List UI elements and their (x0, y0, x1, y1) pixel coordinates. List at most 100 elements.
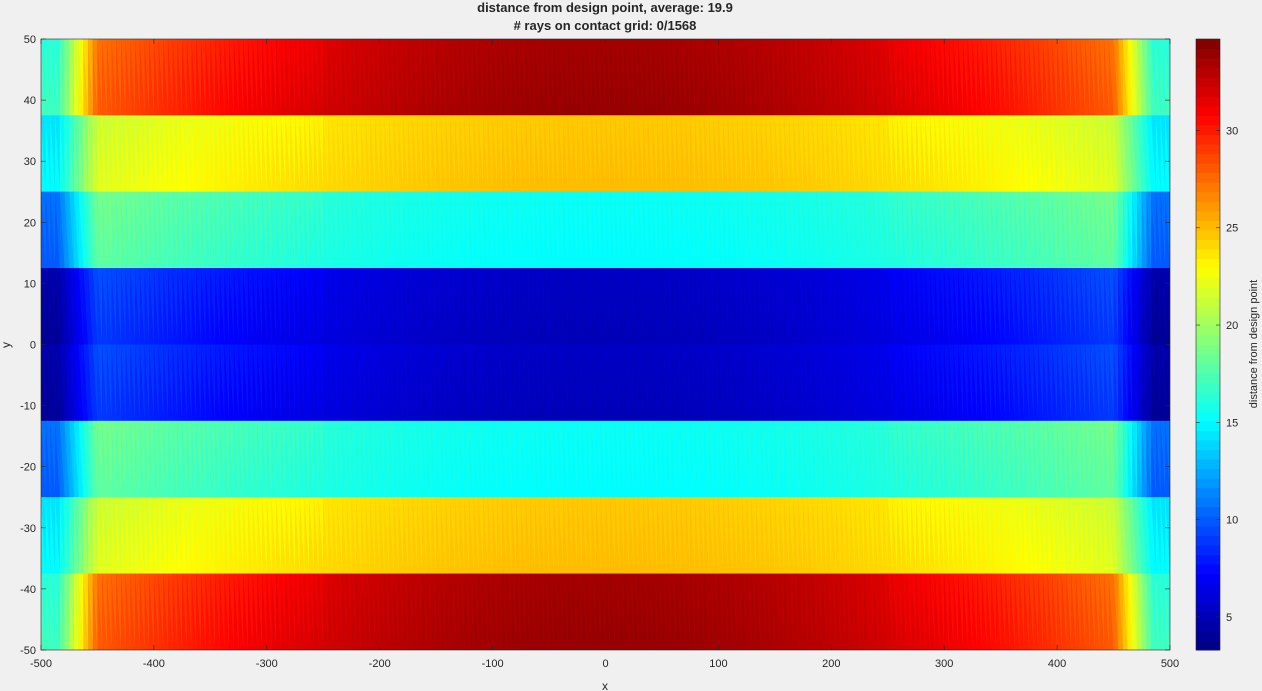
mesh-triangle (374, 115, 380, 192)
mesh-triangle (558, 191, 564, 269)
mesh-triangle (1000, 573, 1006, 650)
mesh-triangle (624, 420, 630, 498)
mesh-triangle (868, 420, 874, 498)
mesh-triangle (553, 497, 559, 574)
mesh-triangle (257, 497, 263, 574)
mesh-triangle (304, 420, 310, 498)
mesh-triangle (55, 420, 60, 498)
mesh-triangle (539, 344, 545, 421)
mesh-triangle (238, 573, 244, 650)
mesh-triangle (1165, 191, 1170, 269)
mesh-triangle (798, 39, 804, 116)
colorbar-swatch (1196, 201, 1220, 212)
mesh-triangle (873, 344, 879, 421)
mesh-triangle (967, 115, 973, 192)
mesh-triangle (403, 497, 408, 574)
mesh-triangle (1047, 497, 1053, 574)
mesh-triangle (1122, 497, 1128, 574)
mesh-triangle (487, 344, 493, 421)
mesh-triangle (83, 420, 89, 498)
mesh-triangle (327, 344, 333, 421)
mesh-triangle (516, 39, 521, 116)
mesh-triangle (1000, 268, 1006, 345)
mesh-triangle (130, 573, 136, 650)
mesh-triangle (883, 115, 888, 192)
mesh-triangle (1052, 497, 1058, 574)
mesh-triangle (850, 268, 855, 345)
mesh-triangle (713, 191, 719, 269)
mesh-triangle (920, 115, 926, 192)
mesh-triangle (492, 420, 498, 498)
colorbar-swatch (1196, 420, 1220, 431)
mesh-triangle (760, 191, 766, 269)
mesh-triangle (483, 497, 488, 574)
mesh-triangle (779, 420, 785, 498)
mesh-triangle (859, 420, 865, 498)
mesh-triangle (309, 573, 314, 650)
mesh-triangle (1028, 191, 1034, 269)
mesh-triangle (285, 115, 291, 192)
mesh-triangle (318, 39, 324, 116)
mesh-triangle (153, 497, 159, 574)
mesh-triangle (699, 39, 705, 116)
mesh-triangle (1071, 497, 1076, 574)
mesh-triangle (1052, 344, 1058, 421)
mesh-triangle (657, 268, 662, 345)
mesh-triangle (596, 268, 601, 345)
mesh-triangle (798, 344, 804, 421)
colorbar-swatch (1196, 296, 1220, 307)
mesh-triangle (163, 115, 169, 192)
mesh-triangle (1042, 497, 1048, 574)
mesh-triangle (991, 191, 996, 269)
mesh-triangle (967, 191, 973, 269)
mesh-triangle (266, 268, 272, 345)
mesh-triangle (130, 268, 136, 345)
mesh-triangle (779, 573, 785, 650)
mesh-triangle (883, 420, 888, 498)
mesh-triangle (680, 191, 686, 269)
mesh-triangle (215, 573, 220, 650)
mesh-triangle (972, 344, 978, 421)
mesh-triangle (963, 573, 968, 650)
mesh-triangle (233, 115, 239, 192)
mesh-triangle (826, 115, 832, 192)
mesh-triangle (732, 115, 738, 192)
mesh-triangle (59, 191, 65, 269)
mesh-triangle (257, 39, 263, 116)
mesh-triangle (454, 115, 460, 192)
mesh-triangle (948, 191, 954, 269)
mesh-triangle (977, 268, 982, 345)
mesh-triangle (1047, 420, 1053, 498)
mesh-triangle (549, 573, 554, 650)
mesh-triangle (111, 191, 117, 269)
mesh-triangle (116, 420, 121, 498)
mesh-triangle (906, 573, 912, 650)
mesh-triangle (102, 497, 107, 574)
mesh-triangle (205, 268, 211, 345)
mesh-triangle (741, 191, 747, 269)
mesh-triangle (69, 268, 74, 345)
mesh-triangle (685, 39, 691, 116)
mesh-triangle (723, 115, 728, 192)
mesh-triangle (878, 191, 884, 269)
mesh-triangle (290, 344, 296, 421)
mesh-triangle (116, 115, 121, 192)
mesh-triangle (619, 573, 625, 650)
mesh-triangle (92, 420, 98, 498)
mesh-triangle (516, 191, 521, 269)
mesh-triangle (690, 115, 695, 192)
mesh-triangle (497, 573, 503, 650)
mesh-triangle (807, 191, 813, 269)
mesh-triangle (986, 344, 992, 421)
mesh-triangle (1155, 115, 1161, 192)
colorbar-swatch (1196, 115, 1220, 126)
mesh-triangle (953, 497, 959, 574)
colorbar-tick-label: 25 (1226, 223, 1238, 235)
mesh-triangle (327, 268, 333, 345)
mesh-triangle (1000, 344, 1006, 421)
mesh-triangle (553, 573, 559, 650)
mesh-triangle (953, 573, 959, 650)
mesh-triangle (817, 39, 822, 116)
mesh-triangle (638, 115, 644, 192)
